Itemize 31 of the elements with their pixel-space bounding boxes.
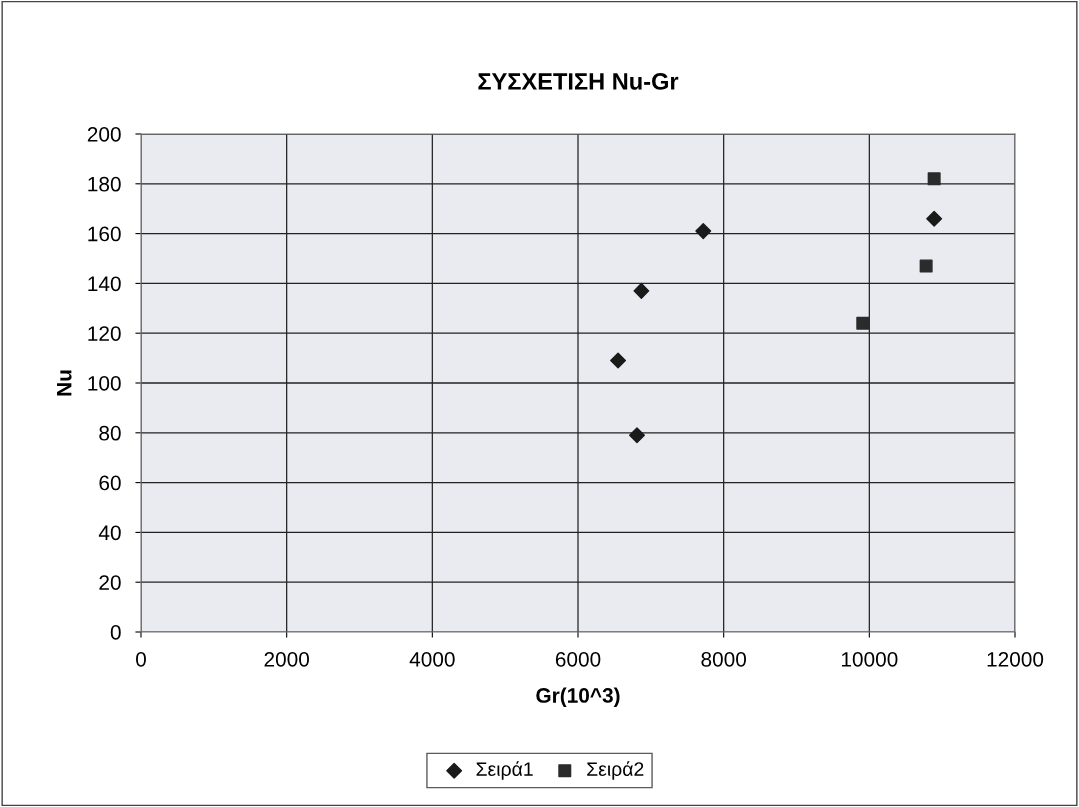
y-tick-label: 140 [88, 276, 121, 292]
legend-label: Σειρά2 [587, 761, 644, 780]
x-tick-label: 4000 [409, 651, 455, 667]
point [919, 259, 933, 273]
chart-title: ΣΥΣΧΕΤΙΣΗ Nu-Gr [478, 73, 679, 90]
y-tick-label: 80 [99, 425, 121, 441]
point [610, 352, 627, 369]
y-tick-label: 0 [110, 625, 121, 640]
x-tick-label: 8000 [701, 651, 747, 667]
x-tick-label: 2000 [264, 651, 310, 667]
y-tick-label: 100 [88, 376, 121, 391]
point [926, 210, 943, 227]
y-tick-label: 120 [88, 326, 121, 341]
point [695, 223, 712, 240]
legend-label: Σειρά1 [476, 761, 533, 780]
y-tick-label: 60 [99, 475, 121, 491]
y-tick-label: 160 [88, 226, 121, 242]
x-tick-label: 12000 [987, 651, 1044, 667]
point [927, 172, 941, 186]
x-tick-label: 0 [136, 651, 146, 667]
y-tick-label: 200 [87, 127, 121, 142]
y-axis-title: Nu [57, 370, 72, 396]
point [629, 427, 645, 444]
x-tick-label: 6000 [555, 651, 601, 667]
y-tick-label: 20 [99, 575, 121, 590]
point [633, 282, 650, 299]
y-tick-label: 180 [88, 176, 121, 192]
point [856, 316, 870, 330]
y-tick-label: 40 [98, 525, 121, 541]
x-axis-title: Gr(10^3) [536, 687, 620, 707]
x-tick-label: 10000 [841, 651, 898, 667]
